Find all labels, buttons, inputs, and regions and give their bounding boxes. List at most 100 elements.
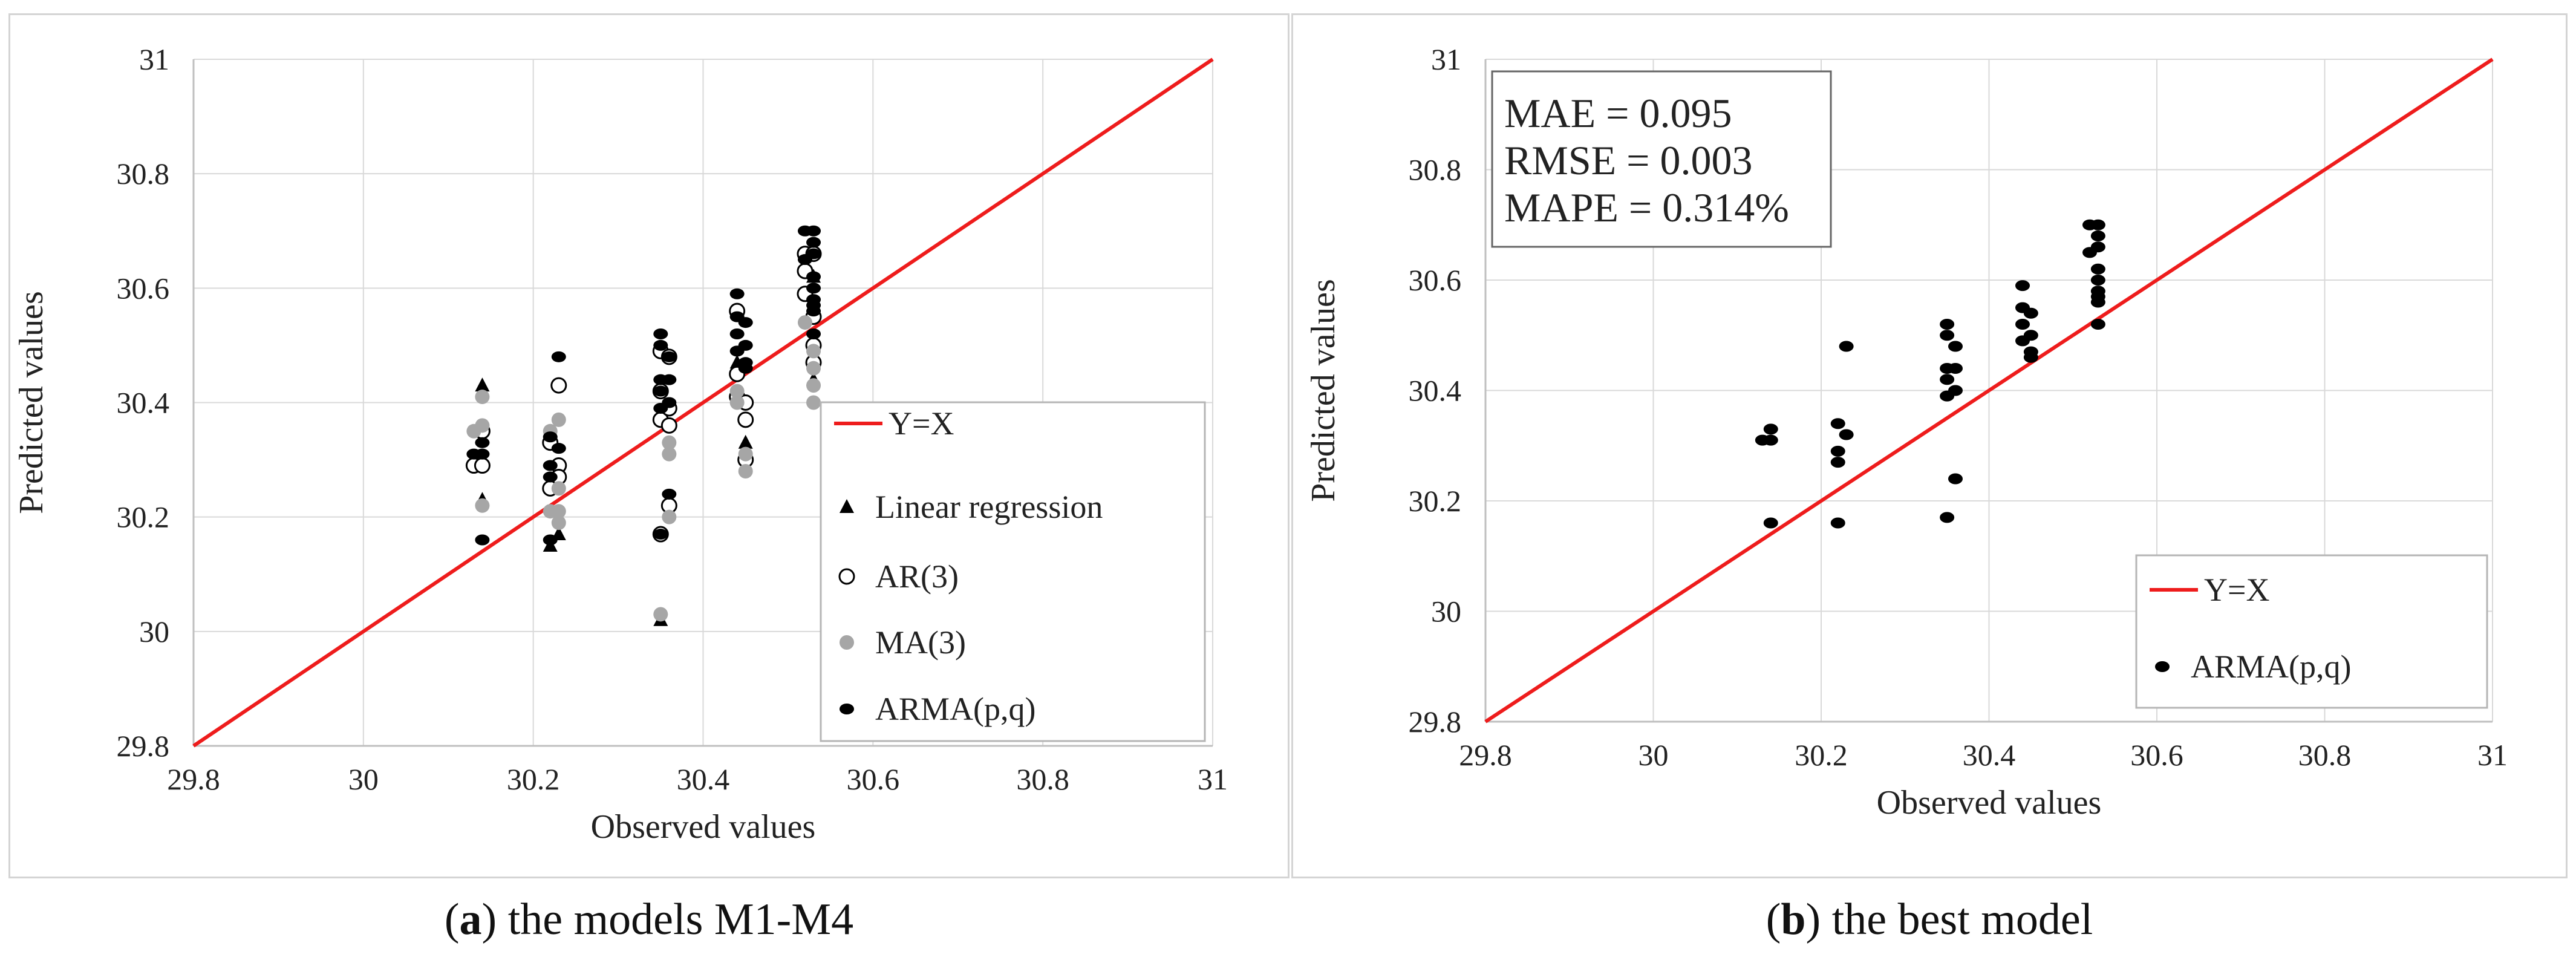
- panel-a-point-arma-p-q: [806, 283, 821, 294]
- panel-a-point-arma-p-q: [662, 488, 677, 500]
- panel-a-point-ma-3: [806, 361, 821, 376]
- panel-a-point-arma-p-q: [806, 225, 821, 237]
- panel-b-y-tick-label: 30.8: [1409, 153, 1462, 187]
- panel-b-point-arma-p-q: [2090, 275, 2105, 286]
- caption-b: (b) the best model: [1766, 895, 2093, 944]
- panel-b-metric-text: MAE = 0.095: [1504, 90, 1732, 136]
- panel-a-legend-swatch: [840, 499, 854, 513]
- panel-a-y-tick-label: 30.4: [117, 386, 170, 420]
- panel-b-point-arma-p-q: [2015, 280, 2030, 292]
- panel-b-y-tick-label: 30: [1431, 595, 1461, 629]
- panel-a-point-ma-3: [475, 418, 490, 433]
- panel-a-legend-label: Linear regression: [875, 489, 1103, 525]
- panel-b-x-axis-title: Observed values: [1877, 784, 2102, 821]
- panel-a-point-ma-3: [738, 464, 753, 478]
- panel-a-point-arma-p-q: [662, 397, 677, 408]
- panel-b-point-arma-p-q: [1830, 517, 1845, 529]
- panel-b-y-tick-label: 31: [1431, 42, 1461, 76]
- panel-a-point-ma-3: [662, 446, 677, 462]
- panel-a-point-arma-p-q: [798, 254, 812, 266]
- panel-b-x-tick-label: 30.8: [2298, 738, 2352, 772]
- panel-a-point-ma-3: [551, 412, 566, 427]
- panel-a-legend: [820, 401, 1206, 742]
- panel-a-point-ma-3: [653, 607, 668, 622]
- panel-a-point-ar-3: [737, 411, 754, 428]
- panel-a-x-tick-label: 30: [348, 762, 379, 796]
- panel-b-point-arma-p-q: [1940, 512, 1955, 523]
- panel-a-legend-label: AR(3): [875, 558, 959, 595]
- panel-a-point-arma-p-q: [551, 351, 566, 362]
- panel-a-point-ma-3: [475, 390, 490, 405]
- panel-b-frame: [1291, 13, 2568, 878]
- panel-b-point-arma-p-q: [1940, 330, 1955, 341]
- panel-a-y-axis-title: Predicted values: [13, 291, 50, 514]
- panel-a-point-arma-p-q: [738, 362, 753, 374]
- panel-b-metric-text: RMSE = 0.003: [1504, 137, 1753, 183]
- caption-a-letter: a: [459, 895, 482, 944]
- panel-b-point-arma-p-q: [1940, 319, 1955, 330]
- panel-a-y-tick-label: 29.8: [117, 729, 170, 763]
- panel-b-y-axis-title: Predicted values: [1305, 279, 1342, 502]
- panel-a-x-tick-label: 31: [1198, 762, 1228, 796]
- panel-a-y-equals-x-line: [192, 57, 1214, 748]
- panel-a-point-arma-p-q: [543, 471, 558, 483]
- panel-b-metrics-box: [1491, 70, 1832, 248]
- panel-a-point-arma-p-q: [806, 305, 821, 317]
- panel-b-point-arma-p-q: [2023, 330, 2038, 341]
- panel-b-x-tick-label: 30.4: [1963, 738, 2016, 772]
- caption-b-text: the best model: [1821, 895, 2093, 944]
- caption-b-letter: b: [1781, 895, 1806, 944]
- panel-b-metric-text: MAPE = 0.314%: [1504, 185, 1789, 230]
- panel-a-x-axis-title: Observed values: [591, 808, 816, 846]
- panel-a-legend-label: MA(3): [875, 624, 966, 661]
- panel-b-point-arma-p-q: [2090, 263, 2105, 275]
- panel-a-point-arma-p-q: [475, 437, 490, 448]
- panel-b-x-tick-label: 31: [2477, 738, 2508, 772]
- panel-b-point-arma-p-q: [1948, 363, 1963, 374]
- panel-b-point-arma-p-q: [2090, 296, 2105, 308]
- panel-a-point-ma-3: [738, 446, 753, 462]
- panel-a-x-tick-label: 29.8: [167, 762, 220, 796]
- panel-a-point-arma-p-q: [475, 534, 490, 546]
- panel-a-point-ma-3: [798, 315, 812, 330]
- panel-a-point-arma-p-q: [653, 529, 668, 540]
- panel-a-point-ma-3: [729, 395, 745, 410]
- panel-b-point-arma-p-q: [2090, 319, 2105, 330]
- panel-b-y-equals-x-line: [1484, 57, 2494, 723]
- panel-a-point-arma-p-q: [475, 448, 490, 460]
- panel-b-point-arma-p-q: [1839, 341, 1854, 352]
- panel-b-point-arma-p-q: [1839, 429, 1854, 440]
- panel-b-legend-swatch: [2155, 661, 2170, 672]
- panel-b-x-tick-label: 29.8: [1459, 738, 1512, 772]
- panel-a-point-arma-p-q: [662, 374, 677, 385]
- panel-a-point-arma-p-q: [806, 237, 821, 248]
- panel-b-point-arma-p-q: [1830, 418, 1845, 430]
- panel-b-point-arma-p-q: [1763, 423, 1778, 435]
- panel-b-point-arma-p-q: [2023, 307, 2038, 319]
- panel-b-point-arma-p-q: [2090, 219, 2105, 230]
- panel-a-x-tick-label: 30.8: [1016, 762, 1069, 796]
- panel-b-point-arma-p-q: [2015, 319, 2030, 330]
- panel-b-point-arma-p-q: [2090, 230, 2105, 241]
- panel-a-y-tick-label: 31: [139, 42, 169, 76]
- panel-b-legend-label: ARMA(p,q): [2191, 648, 2352, 685]
- panel-a-point-arma-p-q: [662, 351, 677, 362]
- panel-a-point-arma-p-q: [551, 443, 566, 454]
- panel-a-y-tick-label: 30.2: [117, 500, 170, 534]
- panel-a-point-ma-3: [551, 515, 566, 531]
- panel-a-x-tick-label: 30.6: [847, 762, 900, 796]
- panel-b-point-arma-p-q: [1763, 517, 1778, 529]
- panel-a-point-linear-regression: [738, 434, 753, 449]
- panel-a-point-arma-p-q: [738, 317, 753, 328]
- panel-a-y-tick-label: 30: [139, 615, 169, 648]
- panel-b-point-arma-p-q: [1830, 457, 1845, 468]
- panel-a-point-ma-3: [475, 498, 490, 513]
- panel-a-legend-swatch: [840, 704, 854, 714]
- panel-a-point-arma-p-q: [729, 288, 745, 299]
- panel-b-y-tick-label: 30.4: [1409, 374, 1462, 408]
- panel-b-point-arma-p-q: [1830, 445, 1845, 457]
- panel-a-point-arma-p-q: [729, 328, 745, 339]
- panel-a-legend-label: ARMA(p,q): [875, 691, 1036, 727]
- panel-a-legend-swatch: [838, 568, 855, 585]
